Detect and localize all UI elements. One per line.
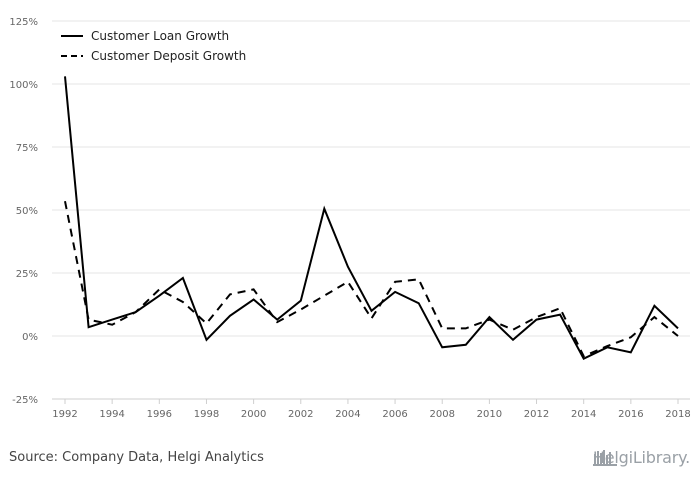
x-tick-label: 2016 xyxy=(618,409,643,420)
x-tick-label: 1996 xyxy=(147,409,172,420)
y-tick-label: 50% xyxy=(16,206,38,217)
y-tick-label: 100% xyxy=(9,80,38,91)
y-tick-label: 125% xyxy=(9,17,38,28)
legend-label: Customer Loan Growth xyxy=(91,29,229,43)
legend-label: Customer Deposit Growth xyxy=(91,49,246,63)
brand-name: HelgiLibrary. xyxy=(592,448,690,467)
x-tick-label: 2002 xyxy=(288,409,313,420)
legend: Customer Loan Growth Customer Deposit Gro… xyxy=(61,29,246,63)
x-tick-label: 2004 xyxy=(335,409,360,420)
x-tick-label: 1994 xyxy=(99,409,124,420)
series-line-loan-growth xyxy=(64,76,679,361)
library-books-icon xyxy=(592,450,617,466)
x-tick-label: 2006 xyxy=(382,409,407,420)
y-tick-label: 75% xyxy=(16,143,38,154)
y-tick-label: 0% xyxy=(22,332,38,343)
x-tick-label: 2018 xyxy=(665,409,690,420)
x-tick-label: 2010 xyxy=(477,409,502,420)
x-tick-label: 1992 xyxy=(52,409,77,420)
x-tick-label: 2000 xyxy=(241,409,266,420)
y-axis: -25% 0% 25% 50% 75% 100% 125% xyxy=(9,17,38,406)
source-note: Source: Company Data, Helgi Analytics xyxy=(9,450,264,465)
brand-logo: HelgiLibrary. xyxy=(592,448,690,467)
x-axis: 1992 1994 1996 1998 2000 2002 2004 2006 2008 2010… xyxy=(52,399,691,420)
x-tick-label: 1998 xyxy=(194,409,219,420)
x-tick-label: 2014 xyxy=(571,409,596,420)
series-lines xyxy=(64,76,679,361)
grid-lines xyxy=(52,20,690,400)
y-tick-label: -25% xyxy=(12,395,38,406)
x-tick-label: 2012 xyxy=(524,409,549,420)
series-line-deposit-growth xyxy=(64,201,679,358)
x-tick-label: 2008 xyxy=(430,409,455,420)
y-tick-label: 25% xyxy=(16,269,38,280)
